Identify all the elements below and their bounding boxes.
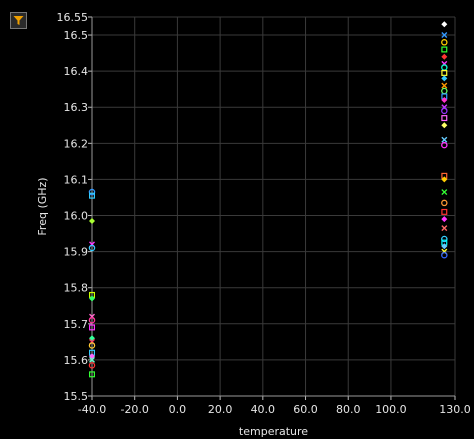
data-point bbox=[441, 136, 448, 143]
data-point bbox=[441, 225, 448, 232]
filter-button[interactable] bbox=[10, 12, 27, 29]
y-tick-label: 16.5 bbox=[64, 29, 89, 42]
y-tick-label: 16.4 bbox=[64, 65, 89, 78]
data-point bbox=[441, 176, 448, 183]
data-points bbox=[88, 21, 448, 378]
data-point bbox=[88, 316, 96, 324]
data-point bbox=[441, 243, 448, 250]
x-tick-label: 20.0 bbox=[208, 403, 233, 416]
data-point bbox=[441, 46, 448, 53]
y-tick-label: 16.1 bbox=[64, 173, 89, 186]
y-tick-label: 16.0 bbox=[64, 210, 89, 223]
data-point bbox=[441, 32, 448, 39]
data-point bbox=[441, 87, 448, 95]
scatter-chart: -40.0 -20.0 0.0 20.0 40.0 60.0 80.0 100.0 130.0 … bbox=[32, 0, 474, 439]
data-point bbox=[89, 295, 95, 302]
y-tick-label: 15.7 bbox=[64, 318, 89, 331]
y-tick-label: 15.5 bbox=[64, 390, 89, 403]
x-tick-label: -20.0 bbox=[120, 403, 148, 416]
data-point bbox=[441, 97, 448, 104]
grid bbox=[91, 16, 456, 397]
x-tick-label: 100.0 bbox=[375, 403, 407, 416]
data-point bbox=[89, 217, 95, 224]
y-axis-label: Freq (GHz) bbox=[36, 177, 49, 235]
x-axis-ticks: -40.0 -20.0 0.0 20.0 40.0 60.0 80.0 100.0 130.0 bbox=[78, 403, 471, 416]
data-point bbox=[88, 192, 95, 199]
x-tick-label: 80.0 bbox=[336, 403, 361, 416]
y-axis-ticks: 15.5 15.6 15.7 15.8 15.9 16.0 16.1 16.2 16.3 16.4… bbox=[57, 11, 89, 403]
x-tick-label: 60.0 bbox=[293, 403, 318, 416]
y-tick-label: 16.3 bbox=[64, 101, 89, 114]
data-point bbox=[441, 199, 448, 207]
data-point bbox=[441, 251, 448, 259]
data-point bbox=[88, 188, 96, 196]
y-tick-label: 15.8 bbox=[64, 282, 89, 295]
y-tick-label: 15.6 bbox=[64, 354, 89, 367]
data-point bbox=[441, 82, 448, 89]
data-point bbox=[441, 21, 448, 28]
data-point bbox=[441, 53, 448, 60]
x-tick-label: 0.0 bbox=[169, 403, 187, 416]
data-point bbox=[441, 64, 448, 71]
data-point bbox=[441, 39, 448, 46]
data-point bbox=[88, 324, 95, 331]
data-point bbox=[88, 371, 95, 378]
funnel-icon bbox=[13, 16, 24, 25]
data-point bbox=[441, 189, 448, 196]
data-point bbox=[88, 244, 96, 252]
data-point bbox=[441, 122, 448, 129]
data-point bbox=[88, 362, 96, 369]
data-point bbox=[441, 141, 448, 149]
y-tick-label: 15.9 bbox=[64, 246, 89, 259]
data-point bbox=[88, 342, 96, 349]
data-point bbox=[441, 69, 448, 76]
data-point bbox=[441, 75, 448, 82]
data-point bbox=[89, 356, 95, 363]
data-point bbox=[441, 216, 448, 223]
data-point bbox=[441, 208, 448, 215]
x-tick-label: -40.0 bbox=[78, 403, 106, 416]
data-point bbox=[441, 107, 448, 115]
x-tick-label: 130.0 bbox=[439, 403, 471, 416]
x-tick-label: 40.0 bbox=[251, 403, 276, 416]
axes bbox=[88, 16, 456, 400]
y-tick-label: 16.55 bbox=[57, 11, 89, 24]
data-point bbox=[441, 115, 448, 122]
x-axis-label: temperature bbox=[239, 425, 308, 438]
y-tick-label: 16.2 bbox=[64, 137, 89, 150]
sidebar bbox=[0, 0, 33, 439]
data-point bbox=[441, 235, 448, 243]
